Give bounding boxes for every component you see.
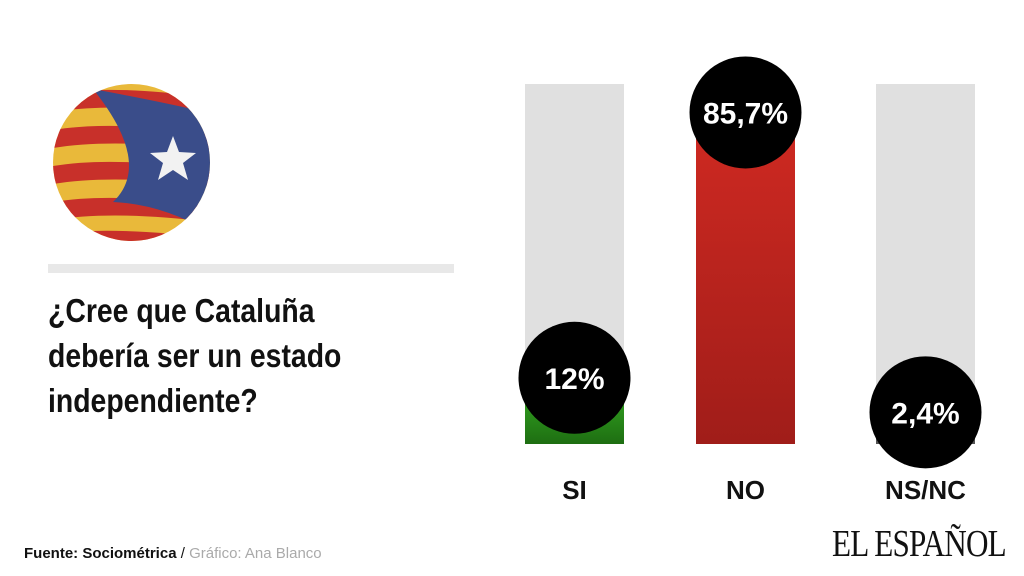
source-label: Fuente: Sociométrica <box>24 545 177 562</box>
el-espanol-logo: EL ESPAÑOL <box>832 523 1007 565</box>
divider <box>48 264 454 273</box>
value-bubble <box>869 356 982 469</box>
category-label: NO <box>726 475 765 505</box>
footer-credits: Fuente: Sociométrica / Gráfico: Ana Blan… <box>24 545 322 562</box>
separator: / <box>180 545 185 562</box>
category-label: SI <box>562 475 587 505</box>
value-label: 12% <box>544 363 604 396</box>
value-label: 85,7% <box>703 97 788 130</box>
category-label: NS/NC <box>885 475 966 505</box>
value-label: 2,4% <box>891 397 959 430</box>
value-bubble <box>689 56 802 169</box>
credit-label: Gráfico: Ana Blanco <box>189 545 322 562</box>
question-title: ¿Cree que Cataluña debería ser un estado… <box>48 292 342 419</box>
estelada-flag-image <box>53 84 210 241</box>
value-bubble <box>518 321 631 434</box>
